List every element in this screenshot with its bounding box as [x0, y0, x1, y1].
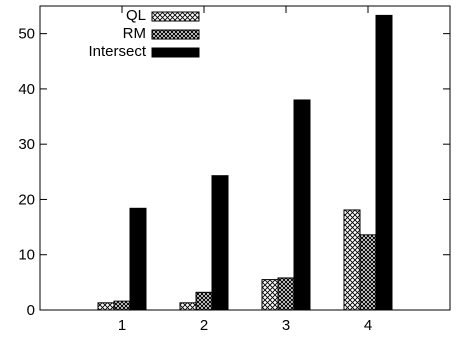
bar-rm-4 [359, 234, 377, 311]
bars [97, 14, 393, 311]
y-tick-label: 40 [18, 81, 35, 98]
y-tick-label: 0 [27, 302, 35, 319]
x-tick-label: 4 [364, 317, 372, 334]
bar-ql-3 [261, 279, 279, 311]
bar-ql-2 [179, 302, 197, 311]
bar-intersect-1 [129, 207, 147, 311]
bar-intersect-3 [293, 99, 311, 311]
legend: QL RM Intersect [88, 7, 200, 60]
bar-ql-4 [343, 209, 361, 311]
y-axis: 0 10 20 30 40 50 [18, 26, 450, 319]
bar-rm-1 [113, 300, 131, 311]
x-tick-label: 1 [118, 317, 126, 334]
x-tick-label: 3 [282, 317, 290, 334]
bar-ql-1 [97, 302, 115, 311]
legend-swatch-ql [151, 11, 200, 22]
plot-frame [39, 5, 451, 311]
y-tick-label: 20 [18, 191, 35, 208]
legend-swatch-rm [151, 29, 200, 40]
bar-rm-2 [195, 291, 213, 311]
bar-intersect-4 [375, 14, 393, 311]
x-tick-label: 2 [200, 317, 208, 334]
y-tick-label: 50 [18, 26, 35, 43]
legend-swatch-intersect [151, 47, 200, 58]
bar-rm-3 [277, 277, 295, 311]
legend-label-ql: QL [126, 7, 146, 24]
legend-label-intersect: Intersect [88, 43, 146, 60]
y-tick-label: 30 [18, 136, 35, 153]
legend-label-rm: RM [123, 25, 146, 42]
y-tick-label: 10 [18, 247, 35, 264]
bar-intersect-2 [211, 175, 229, 311]
